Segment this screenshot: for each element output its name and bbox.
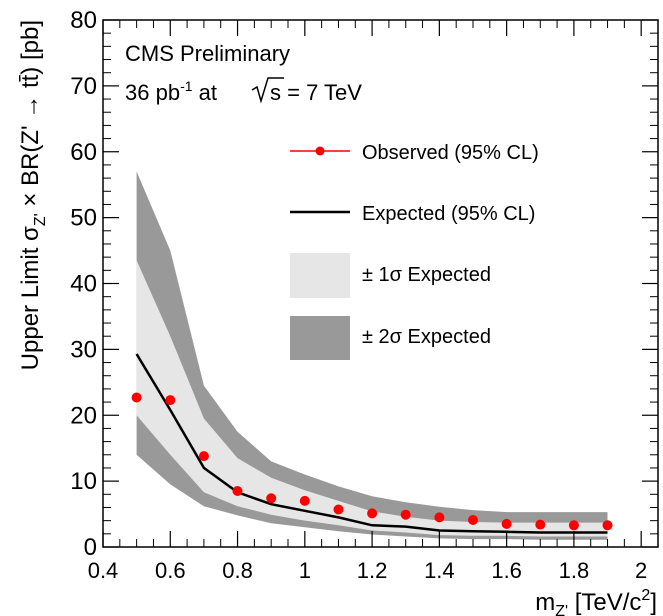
observed-point (535, 519, 546, 530)
observed-point (468, 515, 478, 525)
legend-2sigma-label: ± 2σ Expected (362, 326, 491, 348)
header-energy: s = 7 TeV (270, 80, 362, 105)
legend-1sigma-label: ± 1σ Expected (362, 264, 491, 286)
y-tick-label: 40 (70, 271, 97, 298)
observed-point (568, 520, 579, 531)
x-tick-label: 1.2 (357, 558, 388, 583)
y-tick-label: 20 (70, 402, 97, 429)
y-tick-label: 30 (70, 336, 97, 363)
y-tick-label: 80 (70, 7, 97, 34)
header-luminosity: 36 pb-1 at (125, 78, 217, 105)
header-cms-preliminary: CMS Preliminary (125, 41, 290, 66)
legend: Observed (95% CL) Expected (95% CL) ± 1σ… (290, 142, 539, 360)
observed-point (131, 392, 142, 403)
legend-observed-marker (315, 146, 325, 156)
observed-point (602, 520, 613, 531)
y-axis-title: Upper Limit σZ' × BR(Z' → tt̄) [pb] (17, 20, 49, 370)
sqrt-sign (251, 77, 284, 104)
expected-line-layer (135, 353, 608, 534)
x-tick-label: 1 (299, 558, 311, 583)
observed-points-layer (131, 392, 613, 531)
observed-point (198, 451, 209, 462)
observed-point (501, 518, 512, 529)
uncertainty-bands (136, 171, 608, 540)
x-tick-label: 2 (635, 558, 647, 583)
observed-point (299, 495, 310, 506)
y-tick-label: 0 (84, 534, 97, 561)
y-tick-label: 70 (70, 73, 97, 100)
observed-point (266, 493, 277, 504)
observed-point (434, 512, 445, 523)
x-tick-label: 1.4 (424, 558, 455, 583)
x-tick-label: 0.8 (222, 558, 253, 583)
legend-expected-label: Expected (95% CL) (362, 203, 535, 225)
y-tick-label: 10 (70, 468, 97, 495)
x-tick-label: 0.6 (155, 558, 186, 583)
y-tick-label: 60 (70, 139, 97, 166)
legend-2sigma-swatch (290, 316, 350, 360)
observed-point (400, 509, 411, 520)
x-tick-label: 0.4 (88, 558, 119, 583)
x-tick-label: 1.6 (491, 558, 522, 583)
observed-point (232, 486, 243, 496)
band-2sigma (136, 171, 608, 540)
legend-1sigma-swatch (290, 253, 350, 298)
observed-point (333, 504, 344, 515)
legend-observed-label: Observed (95% CL) (362, 142, 539, 164)
observed-point (367, 508, 378, 519)
observed-point (165, 395, 176, 406)
x-tick-label: 1.8 (559, 558, 590, 583)
y-tick-label: 50 (70, 205, 97, 232)
expected-line (135, 353, 608, 534)
x-axis-title: mZ' [TeV/c2] (535, 587, 657, 616)
